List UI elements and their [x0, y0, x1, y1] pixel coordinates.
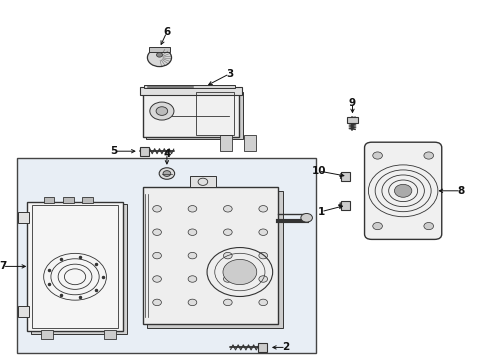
Bar	[63, 197, 74, 203]
FancyBboxPatch shape	[365, 142, 442, 239]
Text: 3: 3	[226, 69, 233, 79]
Bar	[27, 202, 123, 331]
Circle shape	[150, 102, 174, 120]
Bar	[104, 330, 116, 339]
Bar	[244, 135, 256, 151]
Circle shape	[156, 107, 168, 115]
Text: 1: 1	[318, 207, 325, 217]
Polygon shape	[342, 201, 350, 210]
Circle shape	[159, 168, 174, 179]
Bar	[148, 47, 171, 52]
Circle shape	[153, 252, 161, 259]
Bar	[196, 92, 234, 135]
Bar	[147, 92, 243, 139]
Circle shape	[259, 206, 268, 212]
Text: 7: 7	[0, 261, 6, 271]
Text: 9: 9	[349, 98, 356, 108]
Bar	[143, 90, 239, 137]
Bar	[144, 85, 235, 88]
Polygon shape	[140, 147, 149, 156]
Circle shape	[373, 152, 382, 159]
Circle shape	[156, 53, 163, 57]
Circle shape	[188, 276, 197, 282]
Circle shape	[259, 299, 268, 306]
Text: 10: 10	[312, 166, 326, 176]
Circle shape	[163, 171, 171, 176]
Text: 2: 2	[282, 342, 290, 352]
Circle shape	[147, 49, 172, 67]
Circle shape	[223, 276, 232, 282]
Bar	[190, 176, 217, 187]
Circle shape	[394, 184, 412, 197]
Bar	[140, 87, 242, 95]
Circle shape	[301, 213, 313, 222]
Circle shape	[223, 260, 257, 285]
Circle shape	[153, 276, 161, 282]
Polygon shape	[342, 172, 350, 181]
Circle shape	[259, 276, 268, 282]
Circle shape	[424, 152, 434, 159]
Bar	[147, 191, 283, 328]
Circle shape	[153, 299, 161, 306]
Bar	[220, 135, 232, 151]
Circle shape	[223, 229, 232, 235]
Circle shape	[223, 252, 232, 259]
Circle shape	[259, 252, 268, 259]
Bar	[44, 197, 54, 203]
Bar	[32, 205, 119, 328]
Bar	[31, 204, 127, 334]
Circle shape	[188, 229, 197, 235]
Bar	[18, 212, 29, 223]
Circle shape	[223, 206, 232, 212]
Bar	[82, 197, 93, 203]
Bar	[41, 330, 53, 339]
Circle shape	[259, 229, 268, 235]
Circle shape	[373, 222, 382, 230]
Circle shape	[223, 299, 232, 306]
Circle shape	[188, 252, 197, 259]
Bar	[17, 158, 316, 353]
Circle shape	[153, 206, 161, 212]
Text: 6: 6	[163, 27, 171, 37]
Text: 4: 4	[163, 149, 171, 159]
Bar	[18, 306, 29, 317]
Circle shape	[153, 229, 161, 235]
Circle shape	[424, 222, 434, 230]
Polygon shape	[347, 117, 358, 123]
Text: 8: 8	[458, 186, 465, 196]
Polygon shape	[258, 343, 267, 352]
Bar	[143, 187, 278, 324]
Text: 5: 5	[110, 146, 117, 156]
Circle shape	[188, 299, 197, 306]
Circle shape	[188, 206, 197, 212]
